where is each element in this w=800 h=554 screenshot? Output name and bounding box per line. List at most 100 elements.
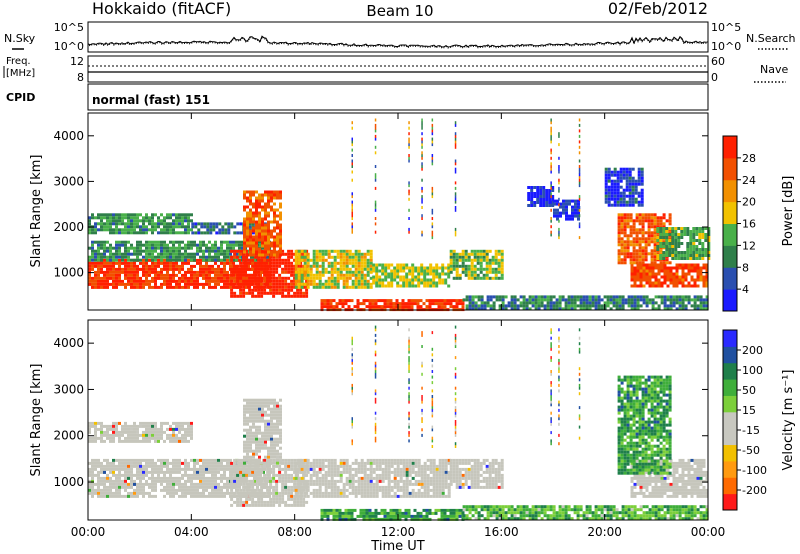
scatter-cell (263, 464, 267, 468)
scatter-cell (653, 243, 657, 247)
scatter-cell (266, 279, 270, 283)
scatter-cell (432, 269, 436, 273)
scatter-cell (175, 433, 178, 437)
scatter-cell (585, 301, 589, 305)
scatter-cell (115, 243, 118, 247)
scatter-cell (467, 255, 471, 259)
scatter-cell (166, 261, 169, 265)
scatter-cell (91, 267, 94, 271)
scatter-cell (142, 282, 145, 286)
scatter-cell (539, 189, 543, 192)
scatter-cell (645, 304, 649, 308)
scatter-cell (235, 240, 238, 244)
scatter-cell (348, 261, 352, 265)
scatter-cell (704, 227, 708, 230)
scatter-cell (100, 436, 103, 440)
scatter-cell (121, 228, 124, 232)
scatter-cell (262, 246, 265, 250)
scatter-cell (603, 295, 607, 299)
scatter-cell (345, 258, 349, 262)
scatter-cell (145, 430, 148, 434)
scatter-cell (497, 276, 501, 280)
scatter-cell (449, 267, 453, 271)
scatter-cell (695, 239, 699, 242)
scatter-cell (97, 491, 100, 495)
scatter-cell (133, 488, 136, 492)
scatter-cell (564, 298, 568, 302)
scatter-cell (483, 304, 487, 308)
scatter-cell (662, 227, 666, 230)
scatter-cell (628, 173, 632, 177)
scatter-cell (112, 246, 115, 250)
scatter-cell (236, 264, 240, 268)
scatter-cell (166, 213, 169, 217)
scatter-cell (175, 249, 178, 253)
scatter-cell (464, 267, 468, 271)
scatter-cell (297, 267, 301, 271)
scatter-cell (330, 261, 334, 265)
scatter-cell (190, 267, 193, 271)
scatter-cell (239, 494, 243, 498)
scatter-cell (702, 301, 706, 305)
scatter-cell (414, 278, 418, 282)
scatter-cell (495, 295, 499, 299)
scatter-cell (330, 285, 334, 289)
scatter-cell (112, 216, 115, 220)
scatter-cell (561, 307, 565, 311)
sporadic-echo (454, 137, 457, 141)
scatter-cell (145, 491, 148, 495)
scatter-cell (477, 304, 481, 308)
scatter-cell (437, 302, 441, 306)
scatter-cell (662, 213, 666, 217)
scatter-cell (202, 479, 205, 483)
scatter-cell (639, 298, 643, 302)
scatter-cell (621, 307, 625, 311)
scatter-cell (254, 255, 258, 259)
scatter-cell (214, 285, 217, 289)
scatter-cell (625, 203, 629, 207)
scatter-cell (196, 252, 199, 256)
scatter-cell (94, 427, 97, 431)
scatter-cell (701, 251, 705, 254)
scatter-cell (689, 254, 693, 257)
scatter-cell (121, 267, 124, 271)
scatter-cell (124, 458, 127, 462)
scatter-cell (226, 258, 229, 262)
scatter-cell (597, 301, 601, 305)
scatter-cell (214, 258, 217, 262)
scatter-cell (172, 243, 175, 247)
scatter-cell (677, 233, 681, 236)
scatter-cell (651, 301, 655, 305)
scatter-cell (689, 257, 693, 260)
scatter-cell (482, 267, 486, 271)
scatter-cell (360, 273, 364, 277)
scatter-cell (154, 228, 157, 232)
scatter-cell (546, 307, 550, 311)
scatter-cell (501, 307, 505, 311)
scatter-cell (181, 491, 184, 495)
scatter-cell (278, 285, 282, 289)
scatter-cell (263, 467, 267, 471)
scatter-cell (659, 257, 663, 260)
scatter-cell (193, 282, 196, 286)
scatter-cell (178, 240, 181, 244)
scatter-cell (534, 298, 538, 302)
scatter-cell (387, 281, 391, 285)
scatter-cell (668, 251, 672, 254)
scatter-cell (248, 282, 252, 286)
scatter-cell (443, 299, 447, 303)
scatter-cell (97, 270, 100, 274)
scatter-cell (279, 250, 282, 254)
scatter-cell (324, 249, 328, 253)
scatter-cell (136, 494, 139, 498)
scatter-cell (187, 246, 190, 250)
scatter-cell (136, 467, 139, 471)
sporadic-echo (578, 170, 581, 174)
scatter-cell (127, 485, 130, 489)
scatter-cell (130, 464, 133, 468)
scatter-cell (157, 433, 160, 437)
scatter-cell (417, 266, 421, 270)
scatter-cell (527, 195, 531, 198)
scatter-cell (318, 252, 322, 256)
scatter-cell (166, 458, 169, 462)
